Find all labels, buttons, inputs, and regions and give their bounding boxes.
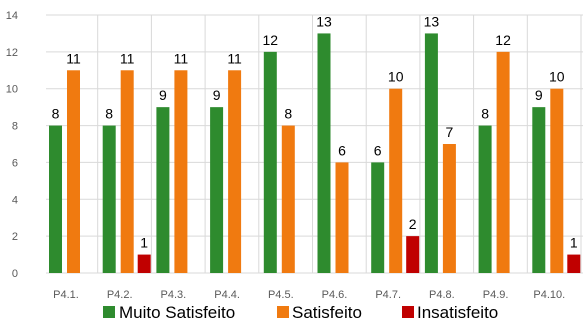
bars-layer xyxy=(49,33,581,274)
y-tick-label: 10 xyxy=(6,84,18,96)
data-label: 8 xyxy=(52,106,60,122)
bar-muito-satisfeito xyxy=(317,33,331,273)
data-label: 10 xyxy=(388,69,404,85)
bar-satisfeito xyxy=(174,70,188,274)
data-label: 7 xyxy=(446,124,454,140)
data-label: 8 xyxy=(284,106,292,122)
data-label: 11 xyxy=(174,50,189,66)
bar-muito-satisfeito xyxy=(532,107,546,274)
y-tick-label: 2 xyxy=(12,231,18,243)
bar-satisfeito xyxy=(228,70,242,274)
bar-muito-satisfeito xyxy=(49,125,62,273)
bar-satisfeito xyxy=(120,70,134,274)
bar-satisfeito xyxy=(67,70,80,274)
x-tick-label: P4.2. xyxy=(107,289,133,301)
legend-swatch xyxy=(103,306,115,318)
legend-label: Muito Satisfeito xyxy=(119,303,235,322)
data-label: 9 xyxy=(535,87,543,103)
y-tick-label: 12 xyxy=(6,47,18,59)
bar-muito-satisfeito xyxy=(210,107,224,274)
x-tick-label: P4.1. xyxy=(53,289,79,301)
bar-satisfeito xyxy=(442,144,456,273)
bar-satisfeito xyxy=(496,51,510,273)
bar-satisfeito xyxy=(550,88,564,273)
bar-insatisfeito xyxy=(137,254,151,273)
legend-label: Insatisfeito xyxy=(417,303,498,322)
data-label: 9 xyxy=(159,87,167,103)
bar-satisfeito xyxy=(335,162,349,273)
bar-muito-satisfeito xyxy=(156,107,170,274)
x-tick-label: P4.3. xyxy=(161,289,187,301)
x-tick-label: P4.4. xyxy=(214,289,240,301)
bar-muito-satisfeito xyxy=(371,162,385,273)
x-tick-label: P4.8. xyxy=(429,289,455,301)
legend-label: Satisfeito xyxy=(292,303,362,322)
y-tick-label: 14 xyxy=(6,10,18,22)
data-label: 6 xyxy=(374,142,382,158)
legend-swatch xyxy=(277,306,289,318)
bar-muito-satisfeito xyxy=(263,51,277,273)
data-label: 11 xyxy=(66,50,81,66)
data-label: 12 xyxy=(263,32,279,48)
data-label: 13 xyxy=(316,13,332,29)
data-label: 8 xyxy=(481,106,489,122)
data-label: 9 xyxy=(213,87,221,103)
data-label: 13 xyxy=(424,13,440,29)
x-tick-label: P4.9. xyxy=(483,289,509,301)
bar-insatisfeito xyxy=(567,254,581,273)
data-label: 12 xyxy=(495,32,511,48)
data-label: 2 xyxy=(409,216,417,232)
data-label: 10 xyxy=(549,69,565,85)
data-label: 1 xyxy=(140,235,148,251)
bar-satisfeito xyxy=(389,88,403,273)
x-tick-label: P4.6. xyxy=(322,289,348,301)
bar-insatisfeito xyxy=(406,236,420,273)
x-tick-label: P4.10. xyxy=(533,289,565,301)
y-tick-label: 8 xyxy=(12,121,18,133)
bar-satisfeito xyxy=(281,125,295,273)
data-label: 11 xyxy=(227,50,242,66)
legend-swatch xyxy=(402,306,414,318)
legend: Muito Satisfeito Satisfeito Insatisfeito xyxy=(103,303,498,322)
y-tick-label: 4 xyxy=(12,194,18,206)
y-tick-label: 6 xyxy=(12,157,18,169)
x-axis-ticks: P4.1. P4.2. P4.3. P4.4. P4.5. P4.6. P4.7. P4.8.… xyxy=(53,289,565,301)
data-label: 8 xyxy=(105,106,113,122)
bar-muito-satisfeito xyxy=(102,125,116,273)
x-tick-label: P4.7. xyxy=(375,289,401,301)
x-tick-label: P4.5. xyxy=(268,289,294,301)
data-label: 11 xyxy=(120,50,135,66)
data-label: 6 xyxy=(338,142,346,158)
grid-layer xyxy=(46,14,583,274)
y-tick-label: 0 xyxy=(12,268,18,280)
bar-muito-satisfeito xyxy=(424,33,438,273)
y-axis-ticks: 0 2 4 6 8 10 12 14 xyxy=(6,10,18,280)
data-label: 1 xyxy=(570,235,578,251)
bar-muito-satisfeito xyxy=(478,125,492,273)
